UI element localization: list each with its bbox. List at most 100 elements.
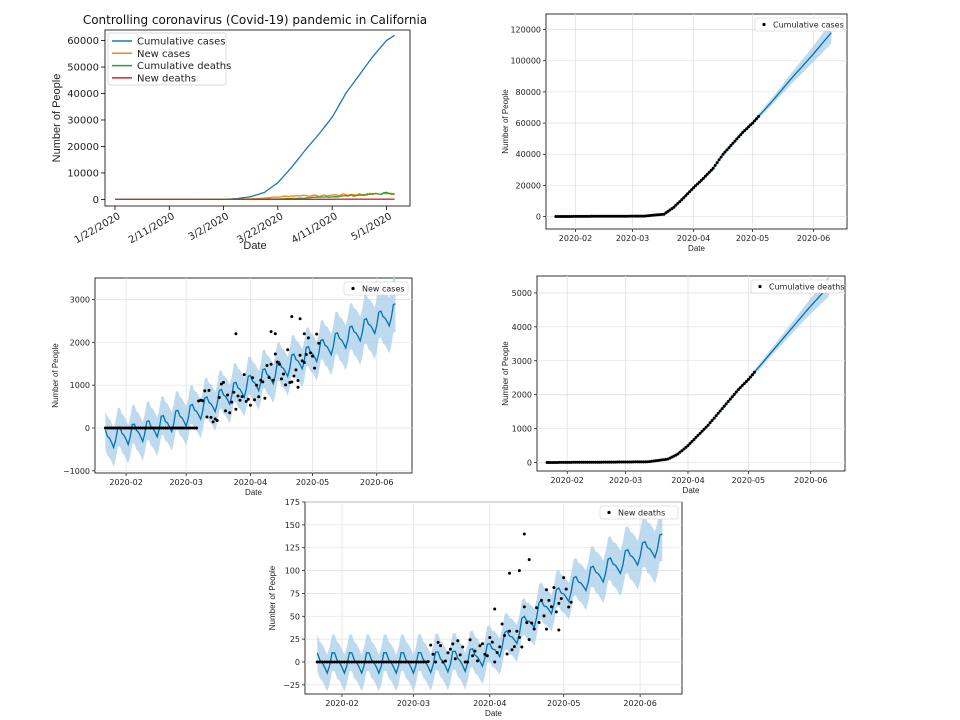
legend-label: Cumulative cases	[773, 21, 844, 30]
observed-point	[488, 636, 492, 639]
observed-point	[711, 166, 715, 170]
observed-point	[282, 372, 285, 376]
y-tick-label: 4000	[512, 323, 532, 332]
observed-point	[309, 351, 312, 355]
observed-point	[323, 660, 327, 664]
observed-point	[269, 362, 273, 366]
observed-point	[493, 660, 497, 664]
observed-point	[522, 532, 526, 536]
observed-point	[676, 201, 680, 205]
observed-point	[226, 393, 230, 397]
observed-point	[414, 660, 418, 664]
observed-point	[392, 660, 396, 664]
x-tick-label: 2020-05	[296, 478, 329, 487]
legend-label: New cases	[362, 285, 405, 294]
observed-point	[178, 426, 182, 430]
observed-point	[702, 427, 706, 431]
observed-point	[317, 341, 321, 345]
observed-point	[717, 158, 721, 162]
observed-point	[335, 660, 339, 664]
observed-point	[498, 645, 502, 649]
observed-point	[112, 426, 116, 430]
y-tick-label: 0	[93, 195, 99, 206]
y-tick-label: 1000	[70, 381, 90, 390]
observed-point	[463, 660, 467, 664]
observed-point	[352, 660, 356, 664]
observed-point	[149, 426, 153, 430]
uncertainty-band	[317, 507, 663, 692]
observed-point	[328, 660, 332, 664]
y-tick-label: 50000	[67, 63, 99, 74]
observed-point	[525, 621, 529, 625]
observed-point	[559, 597, 563, 601]
legend-box	[343, 281, 409, 296]
observed-point	[545, 588, 548, 592]
observed-point	[277, 362, 281, 366]
observed-point	[733, 139, 737, 143]
observed-points	[545, 370, 756, 464]
y-tick-label: 60000	[67, 36, 99, 47]
observed-point	[370, 660, 373, 664]
observed-point	[377, 660, 381, 664]
y-tick-label: 5000	[512, 289, 532, 298]
observed-point	[298, 353, 302, 357]
observed-point	[527, 638, 531, 642]
observed-point	[503, 634, 507, 637]
observed-point	[431, 652, 435, 656]
observed-point	[265, 364, 269, 367]
observed-point	[603, 460, 607, 464]
observed-point	[715, 161, 719, 165]
observed-point	[379, 660, 383, 664]
legend-marker	[758, 284, 762, 289]
observed-point	[508, 629, 511, 633]
x-tick-label: 2020-04	[473, 699, 506, 708]
observed-point	[292, 374, 296, 378]
observed-point	[688, 442, 692, 445]
observed-point	[232, 390, 236, 394]
observed-point	[672, 205, 676, 209]
observed-point	[720, 407, 724, 411]
observed-point	[382, 660, 386, 664]
x-tick-label: 2020-02	[325, 699, 358, 708]
observed-point	[728, 397, 732, 401]
observed-point	[355, 660, 359, 664]
observed-point	[209, 415, 213, 419]
observed-point	[468, 638, 472, 642]
observed-point	[471, 654, 475, 658]
observed-point	[242, 373, 246, 377]
x-tick-label: 2020-04	[677, 234, 710, 243]
observed-point	[137, 426, 140, 430]
x-tick-label: 2020-03	[397, 699, 430, 708]
observed-point	[444, 659, 447, 663]
observed-point	[478, 644, 482, 648]
x-tick-label: 2020-05	[547, 699, 580, 708]
observed-point	[234, 407, 238, 411]
observed-point	[724, 402, 728, 406]
observed-point	[271, 378, 275, 382]
observed-point	[700, 429, 704, 433]
overview-xlabel: Date	[243, 240, 266, 252]
observed-point	[708, 421, 712, 425]
observed-point	[732, 392, 736, 396]
observed-point	[157, 426, 161, 430]
y-tick-label: 150	[285, 521, 300, 530]
observed-point	[680, 198, 684, 202]
y-axis-label: Number of People	[51, 343, 60, 408]
legend-box	[750, 279, 842, 294]
observed-point	[372, 660, 376, 664]
legend-label: New deaths	[137, 73, 196, 84]
observed-point	[714, 414, 718, 418]
y-tick-label: 120000	[510, 26, 541, 35]
observed-point	[362, 660, 366, 664]
observed-point	[215, 419, 219, 422]
y-tick-label: 50	[290, 612, 300, 621]
observed-points	[315, 532, 573, 664]
observed-point	[748, 375, 752, 379]
observed-point	[730, 395, 734, 399]
observed-point	[255, 383, 259, 387]
x-tick-label: 2020-04	[234, 478, 267, 487]
observed-point	[172, 426, 176, 430]
x-tick-label: 2020-03	[616, 234, 649, 243]
observed-point	[718, 409, 722, 413]
